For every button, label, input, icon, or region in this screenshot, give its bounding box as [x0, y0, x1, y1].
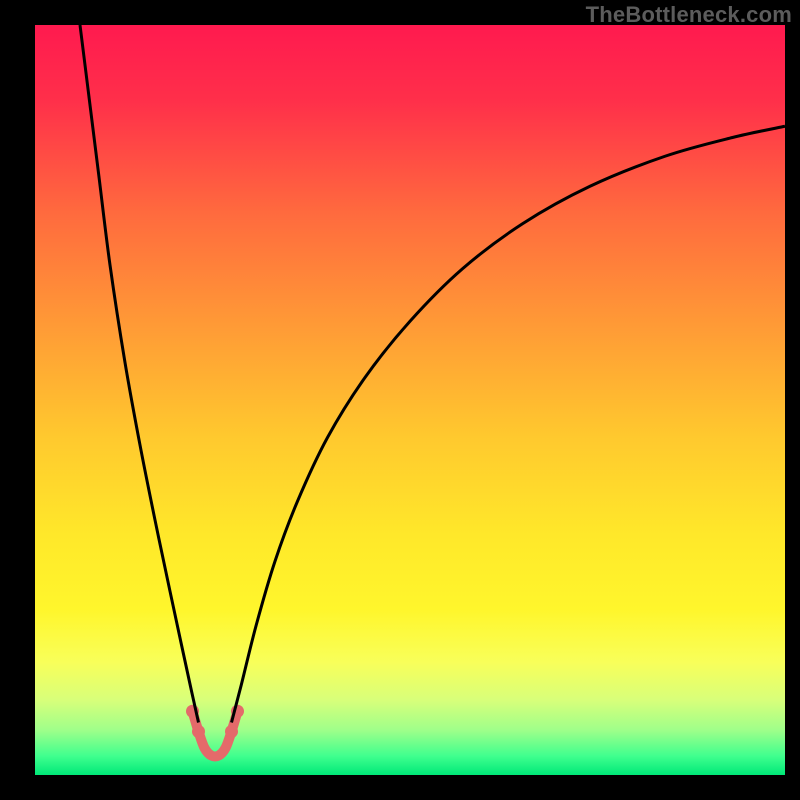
chart-svg	[0, 0, 800, 800]
watermark-text: TheBottleneck.com	[586, 2, 792, 28]
chart-stage: TheBottleneck.com	[0, 0, 800, 800]
gradient-plot-area	[35, 25, 785, 775]
notch-dot	[192, 725, 205, 738]
notch-dot	[225, 725, 238, 738]
